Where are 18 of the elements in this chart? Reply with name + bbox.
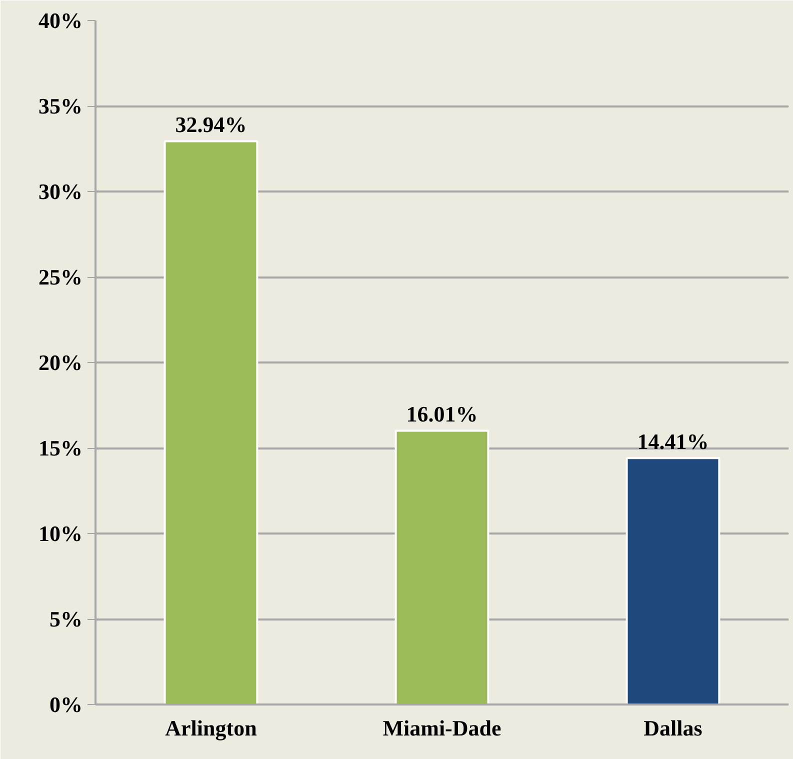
y-tick-label: 30% <box>38 179 82 204</box>
bar <box>394 430 490 704</box>
y-tick-label: 40% <box>38 8 82 33</box>
x-tick-label: Dallas <box>644 716 703 740</box>
data-label: 14.41% <box>637 429 709 454</box>
y-tick-label: 0% <box>50 692 82 717</box>
x-tick-label: Miami-Dade <box>382 716 502 740</box>
data-label: 16.01% <box>406 402 478 427</box>
y-tick-label: 10% <box>38 521 82 546</box>
x-tick-label: Arlington <box>165 716 257 740</box>
y-tick-label: 15% <box>38 436 82 460</box>
bar <box>626 457 720 704</box>
y-tick-label: 20% <box>38 350 82 375</box>
data-label: 32.94% <box>175 112 247 138</box>
y-tick-label: 25% <box>38 264 82 290</box>
y-tick-label: 35% <box>38 94 82 118</box>
bar <box>164 140 258 704</box>
y-tick-label: 5% <box>50 606 82 632</box>
